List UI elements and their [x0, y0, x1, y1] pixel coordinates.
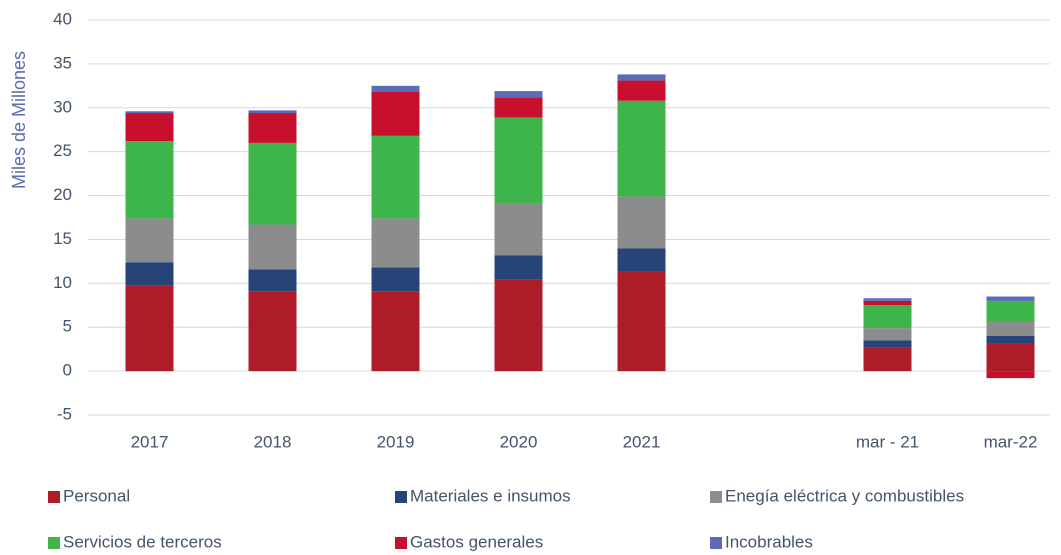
bar-segment — [863, 340, 912, 348]
legend-swatch — [48, 491, 60, 503]
legend-label: Gastos generales — [410, 532, 543, 551]
bar-segment — [494, 255, 543, 280]
y-tick-label: 5 — [63, 317, 72, 336]
bar-segment — [248, 113, 297, 143]
bar-segment — [371, 91, 420, 136]
bar-segment — [248, 269, 297, 292]
legend-swatch — [710, 491, 722, 503]
y-tick-label: 10 — [53, 273, 72, 292]
y-tick-label: 25 — [53, 141, 72, 160]
bar-segment — [494, 91, 543, 98]
bar-segment — [617, 196, 666, 249]
legend-label: Personal — [63, 486, 130, 505]
bar-segment — [986, 336, 1035, 344]
bar-segment — [494, 97, 543, 118]
x-tick-label: 2017 — [131, 432, 169, 451]
legend-label: Servicios de terceros — [63, 532, 222, 551]
legend-swatch — [48, 537, 60, 549]
bar-segment — [863, 298, 912, 301]
bar-segment — [248, 291, 297, 372]
bar-segment — [863, 305, 912, 329]
x-tick-label: 2019 — [377, 432, 415, 451]
bar-segment — [125, 262, 174, 286]
bar-segment — [986, 371, 1035, 379]
bar-segment — [125, 111, 174, 114]
x-tick-label: 2020 — [500, 432, 538, 451]
bar-segment — [371, 85, 420, 92]
legend-swatch — [710, 537, 722, 549]
bar-segment — [617, 248, 666, 272]
y-tick-label: 15 — [53, 229, 72, 248]
bar-segment — [494, 279, 543, 372]
bar-segment — [125, 285, 174, 372]
y-tick-label: 30 — [53, 97, 72, 116]
legend-label: Materiales e insumos — [410, 486, 571, 505]
bar-segment — [986, 296, 1035, 301]
bar-segment — [248, 110, 297, 114]
bar-segment — [125, 113, 174, 142]
bar-segment — [986, 343, 1035, 372]
legend-label: Incobrables — [725, 532, 813, 551]
bar-segment — [986, 300, 1035, 322]
legend-swatch — [395, 491, 407, 503]
bar-segment — [494, 117, 543, 204]
bar-segment — [248, 224, 297, 270]
bar-segment — [617, 100, 666, 197]
bar-segment — [863, 300, 912, 306]
bar-segment — [986, 321, 1035, 336]
y-tick-label: 40 — [53, 9, 72, 28]
y-tick-label: 0 — [63, 361, 72, 380]
bar-segment — [863, 328, 912, 341]
x-tick-label: mar - 21 — [856, 432, 919, 451]
y-axis-label: Miles de Millones — [9, 51, 29, 189]
y-tick-label: 20 — [53, 185, 72, 204]
bar-segment — [617, 271, 666, 372]
bar-segment — [371, 291, 420, 372]
bar-segment — [125, 141, 174, 219]
x-tick-label: 2021 — [623, 432, 661, 451]
y-tick-label: 35 — [53, 53, 72, 72]
bar-segment — [617, 80, 666, 101]
bar-segment — [371, 218, 420, 268]
legend-swatch — [395, 537, 407, 549]
bar-segment — [371, 267, 420, 292]
bar-segment — [371, 135, 420, 219]
bar-segment — [617, 74, 666, 81]
legend-label: Enegía eléctrica y combustibles — [725, 486, 964, 505]
bar-segment — [125, 218, 174, 263]
bar-segment — [248, 142, 297, 225]
x-tick-label: 2018 — [254, 432, 292, 451]
y-tick-label: -5 — [57, 404, 72, 423]
x-tick-label: mar-22 — [984, 432, 1038, 451]
bar-segment — [494, 203, 543, 256]
bar-segment — [863, 347, 912, 372]
